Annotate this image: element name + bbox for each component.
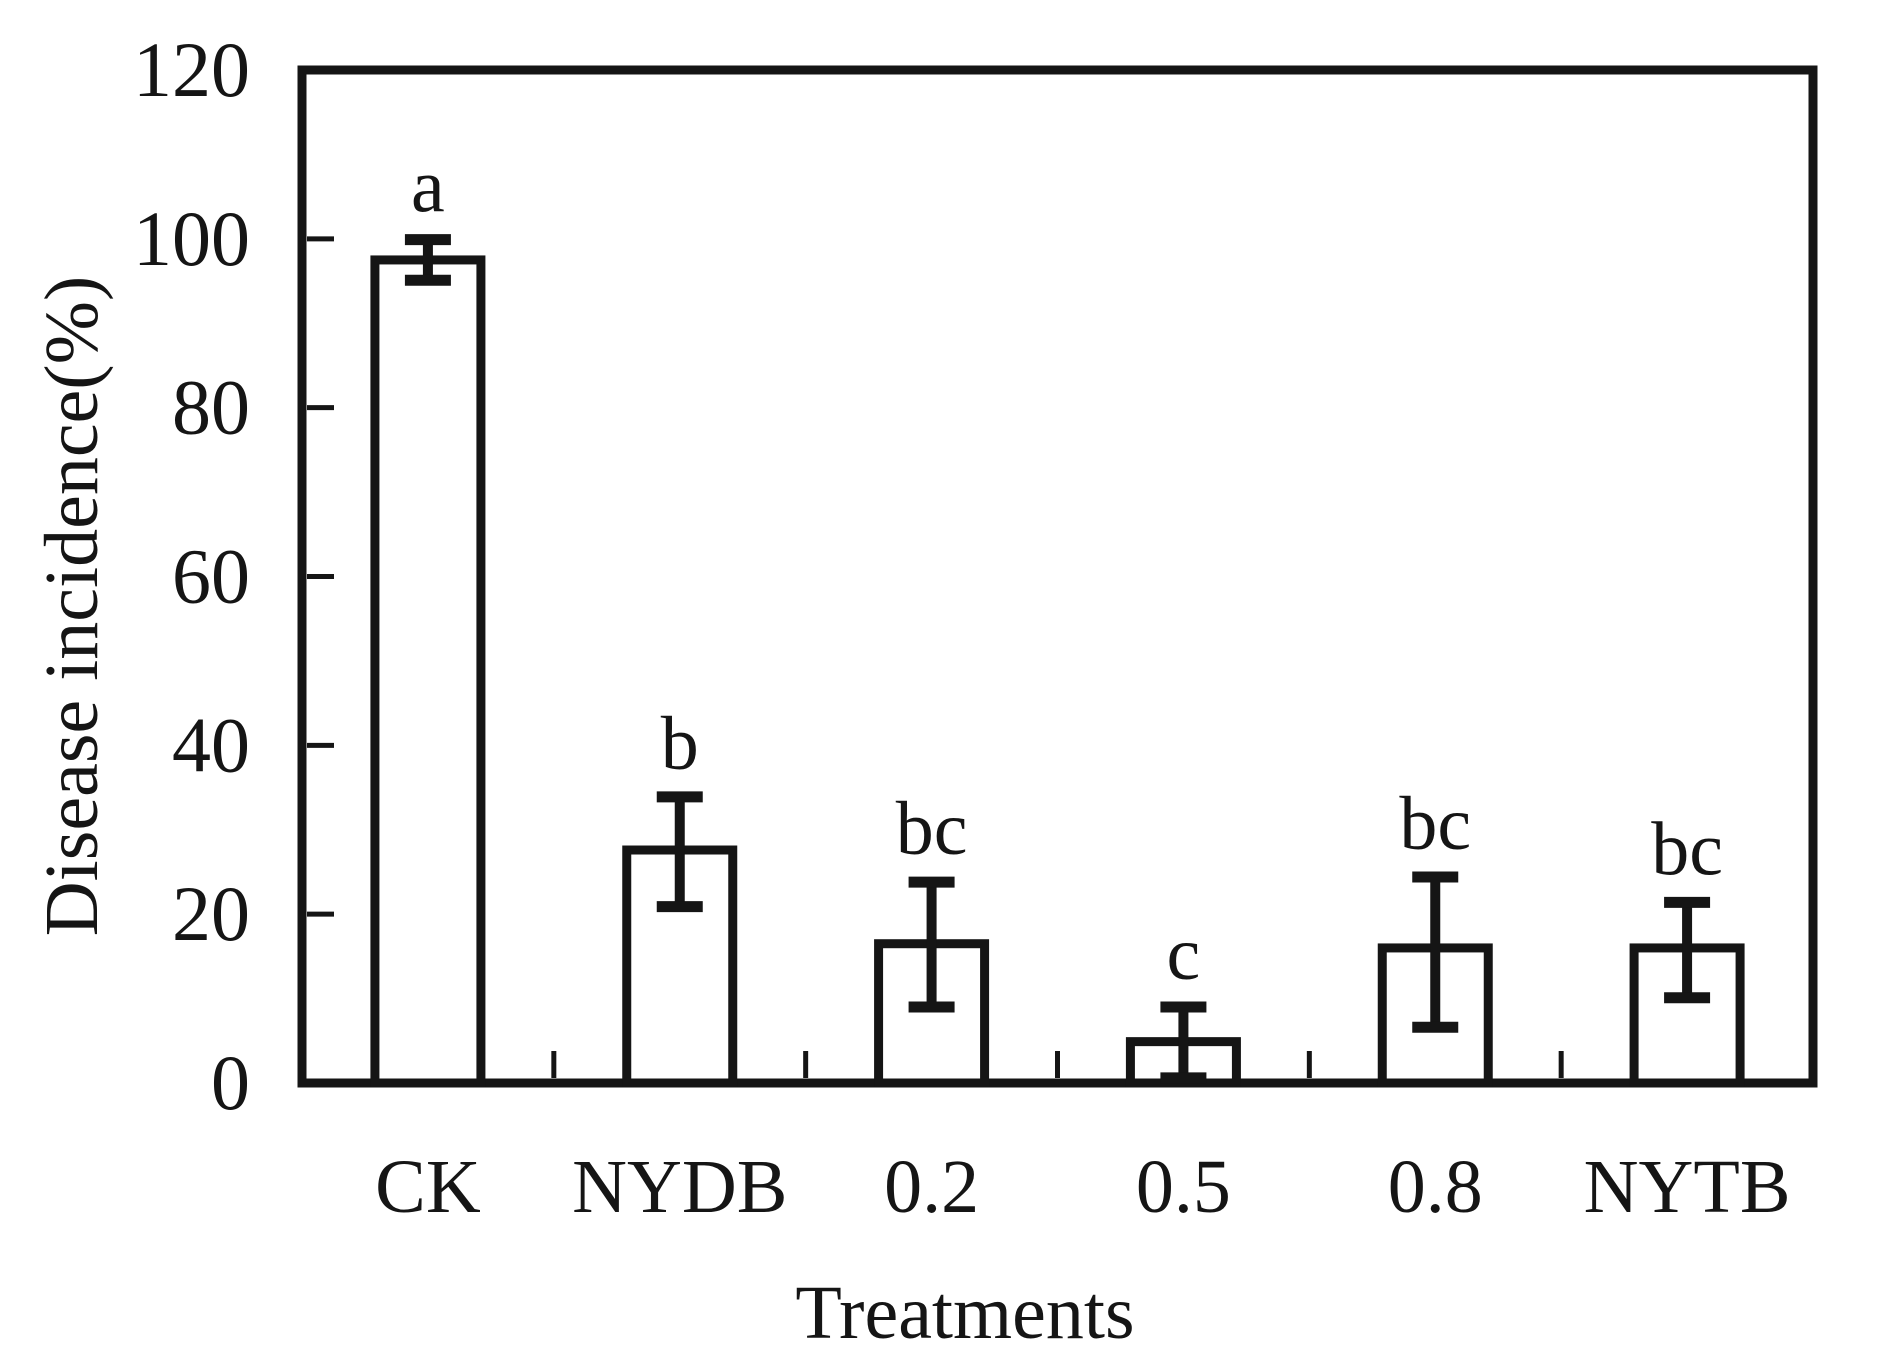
category-label: 0.5: [1136, 1145, 1231, 1229]
sig-letter: a: [411, 145, 445, 229]
y-tick-label: 120: [133, 26, 250, 113]
bar: [622, 845, 738, 1088]
y-tick-label: 80: [172, 364, 250, 451]
category-label: NYTB: [1584, 1145, 1791, 1229]
sig-letter: c: [1167, 912, 1201, 996]
y-tick-label: 20: [172, 870, 250, 957]
category-label: 0.8: [1388, 1145, 1483, 1229]
y-tick-label: 60: [172, 533, 250, 620]
sig-letter: bc: [896, 787, 968, 871]
sig-letter: bc: [1651, 807, 1723, 891]
bar: [370, 255, 486, 1088]
plot-frame: [297, 65, 1818, 1088]
category-label: 0.2: [884, 1145, 979, 1229]
x-axis-title: Treatments: [795, 1271, 1135, 1355]
y-tick-label: 0: [211, 1039, 250, 1126]
sig-letter: b: [661, 702, 699, 786]
category-label: NYDB: [572, 1145, 787, 1229]
y-tick-label: 40: [172, 701, 250, 788]
y-tick-label: 100: [133, 195, 250, 282]
sig-letter: bc: [1399, 782, 1471, 866]
category-label: CK: [375, 1145, 481, 1229]
